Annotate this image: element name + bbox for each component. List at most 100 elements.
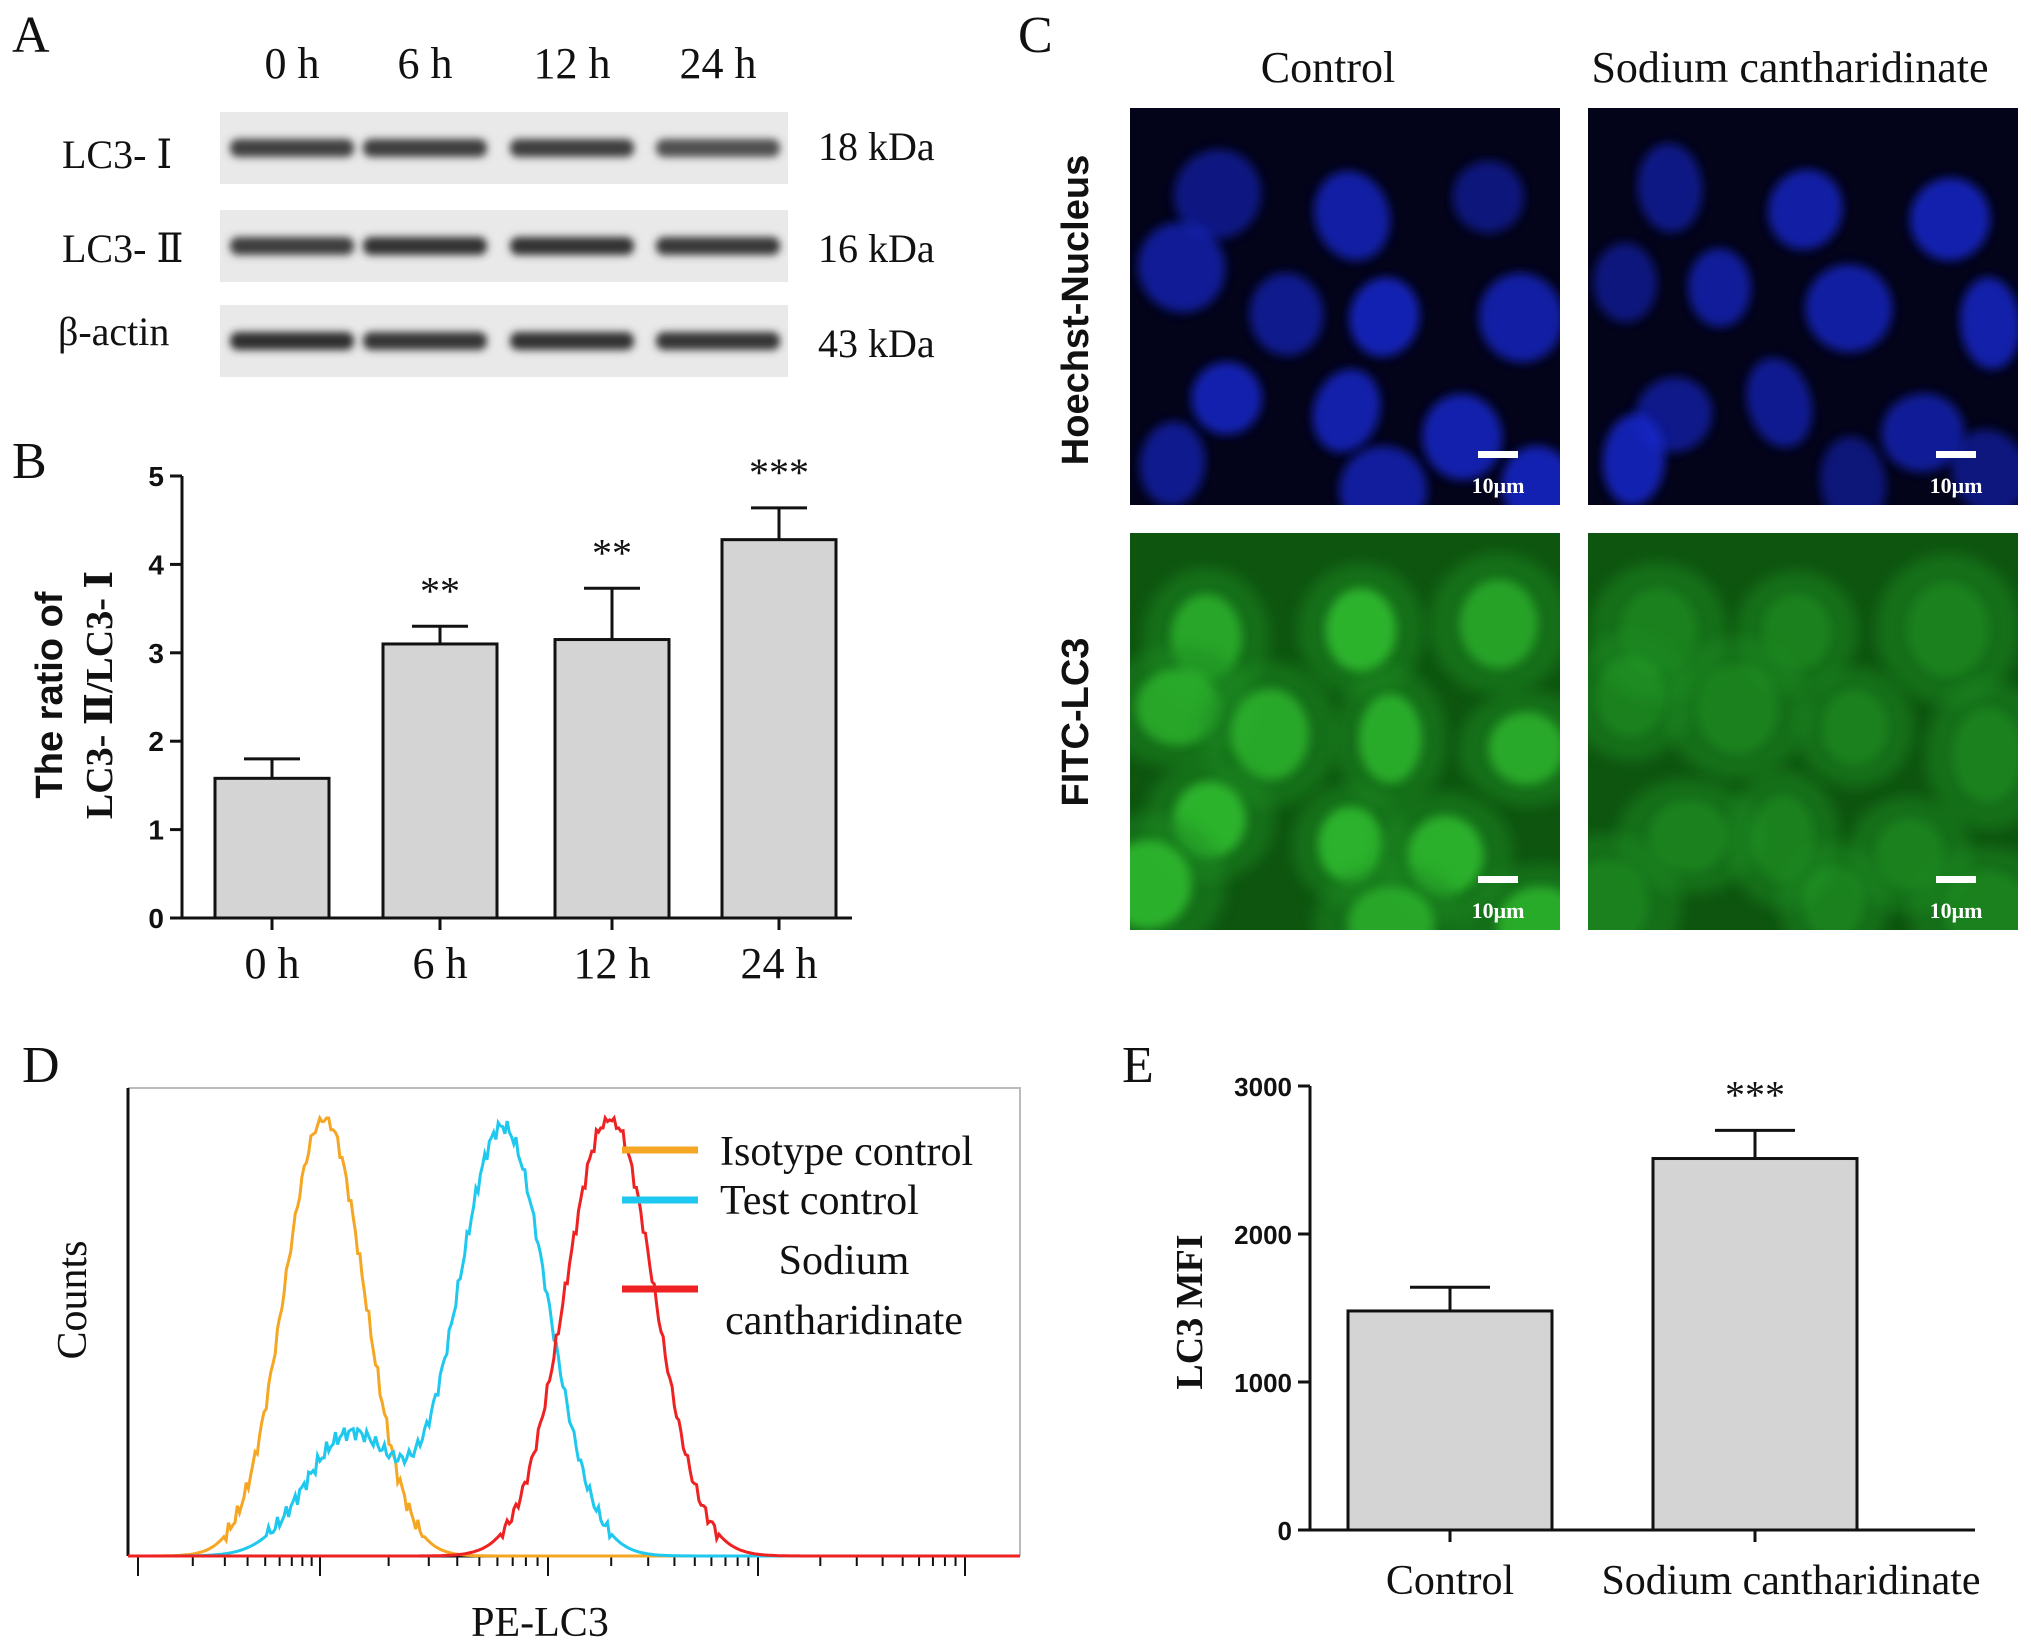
lc3-signal [1130, 840, 1192, 929]
panel-b-letter: B [12, 433, 47, 490]
bar [1651, 1157, 1859, 1532]
blot-band [363, 237, 487, 255]
lc3-signal [1648, 800, 1729, 873]
flow-histogram [126, 1087, 1021, 1576]
y-tick-label: 3000 [1234, 1072, 1292, 1102]
x-tick-label: 0 h [245, 939, 300, 988]
lc3-signal [1318, 806, 1384, 883]
micrograph-content [1588, 533, 2018, 930]
blot-band [230, 332, 354, 350]
scale-bar [1936, 876, 1976, 883]
blot-band [656, 237, 780, 255]
bar [381, 642, 499, 920]
significance-label: ** [592, 530, 632, 575]
histogram-ylabel: Counts [50, 1240, 96, 1359]
legend-label: Test control [720, 1178, 919, 1224]
x-tick-label: 6 h [413, 939, 468, 988]
scale-bar-label: 10μm [1472, 473, 1525, 498]
nucleus [1593, 242, 1658, 323]
micrograph-panel: 10μm [1130, 108, 1560, 505]
nucleus [1139, 421, 1206, 505]
bar [213, 776, 331, 920]
blot-row-label: LC3- Ⅱ [62, 226, 184, 271]
panel-e-letter: E [1122, 1037, 1154, 1094]
x-tick-label: Control [1386, 1558, 1514, 1604]
y-tick-label: 1000 [1234, 1368, 1292, 1398]
nucleus [1951, 429, 2018, 505]
panel-d-letter: D [22, 1037, 60, 1094]
scale-bar [1478, 451, 1518, 458]
micro-col-label: Control [1261, 43, 1395, 92]
nucleus [1501, 445, 1560, 505]
nucleus [1312, 369, 1381, 453]
significance-label: *** [1725, 1072, 1785, 1117]
x-tick-label: 12 h [574, 939, 651, 988]
lc3-signal [1596, 656, 1666, 737]
nucleus [1805, 264, 1893, 353]
blot-row-label: β-actin [58, 309, 169, 354]
micro-row-label: Hoechst-Nucleus [1055, 155, 1097, 465]
blot-band [656, 332, 780, 350]
blot-band [510, 237, 634, 255]
nucleus [1959, 277, 2018, 370]
blot-kda-label: 18 kDa [818, 124, 935, 169]
blot-strips [220, 112, 788, 377]
significance-label: ** [420, 568, 460, 613]
lc3-signal [1325, 588, 1397, 672]
blot-band [230, 237, 354, 255]
micrograph-content [1593, 143, 2018, 505]
lc3-signal [1347, 886, 1435, 930]
nucleus [1746, 357, 1813, 448]
lc3-signal [1136, 669, 1221, 746]
nucleus [1422, 393, 1503, 480]
micrograph-grid: 10μm 10μm 10μm 10μm [1130, 108, 2018, 930]
blot-time-label: 12 h [534, 39, 611, 88]
lc3-signal [1488, 711, 1560, 785]
micrograph-panel: 10μm [1130, 533, 1560, 930]
lc3-signal [1821, 689, 1888, 765]
bar [720, 538, 838, 920]
nucleus [1637, 143, 1703, 233]
x-tick-label: 24 h [741, 939, 818, 988]
nucleus [1339, 445, 1428, 505]
significance-label: *** [749, 450, 809, 495]
blot-band [510, 139, 634, 157]
y-tick-label: 2000 [1234, 1220, 1292, 1250]
lc3-signal [1907, 582, 1989, 677]
blot-time-label: 6 h [398, 39, 453, 88]
legend-label: Isotype control [720, 1129, 973, 1175]
lc3-signal [1953, 707, 2018, 802]
bar [553, 638, 671, 920]
histogram-legend: Isotype control Test control Sodium cant… [622, 1129, 973, 1344]
histogram-series [128, 1114, 1020, 1558]
nucleus [1191, 362, 1262, 435]
lc3-signal [1497, 886, 1560, 930]
y-tick-label: 0 [148, 903, 164, 934]
blot-time-label: 0 h [265, 39, 320, 88]
micrograph-content [1130, 533, 1560, 930]
mfi-bar-chart: 0 1000 2000 3000 Control Sodium cantharidinat… [1169, 1072, 1981, 1604]
lc3-signal [1231, 688, 1309, 780]
y-tick-label: 0 [1278, 1516, 1292, 1546]
histogram-xlabel: PE-LC3 [471, 1600, 609, 1646]
micro-row-label: FITC-LC3 [1055, 638, 1097, 807]
y-tick-label: 4 [148, 549, 164, 580]
x-tick-label: Sodium cantharidinate [1601, 1558, 1980, 1604]
lc3-signal [1358, 693, 1422, 784]
scale-bar-label: 10μm [1930, 473, 1983, 498]
micrograph-panel: 10μm [1588, 533, 2018, 930]
plot-frame [128, 1087, 1021, 1556]
nucleus [1137, 222, 1226, 313]
nucleus [1688, 248, 1752, 327]
panel-a-letter: A [12, 7, 50, 64]
panel-c-letter: C [1018, 7, 1053, 64]
blot-time-label: 24 h [680, 39, 757, 88]
blot-band [230, 139, 354, 157]
nucleus [1768, 169, 1843, 250]
ratio-bar-chart: 0 1 2 3 4 5 0 h 6 h ** 12 h ** 24 h *** The ratio of L… [29, 450, 852, 988]
bar [1346, 1309, 1554, 1532]
lc3-signal [1459, 579, 1538, 669]
y-axis-label: LC3 MFI [1169, 1234, 1211, 1389]
legend-label: cantharidinate [725, 1298, 963, 1344]
blot-kda-labels: 18 kDa 16 kDa 43 kDa [818, 124, 935, 366]
